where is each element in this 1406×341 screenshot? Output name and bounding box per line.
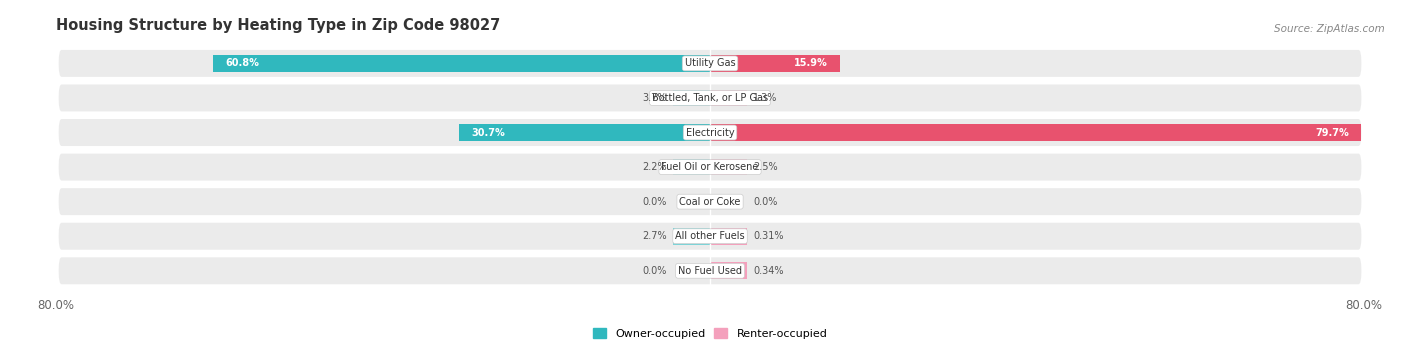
FancyBboxPatch shape: [59, 119, 1361, 146]
Bar: [460, 124, 710, 141]
Bar: [673, 159, 710, 175]
Bar: [710, 263, 747, 279]
Text: Fuel Oil or Kerosene: Fuel Oil or Kerosene: [661, 162, 759, 172]
FancyBboxPatch shape: [59, 50, 1361, 77]
Text: 2.7%: 2.7%: [643, 231, 666, 241]
Text: Utility Gas: Utility Gas: [685, 58, 735, 69]
Text: Electricity: Electricity: [686, 128, 734, 137]
Legend: Owner-occupied, Renter-occupied: Owner-occupied, Renter-occupied: [588, 324, 832, 341]
FancyBboxPatch shape: [59, 223, 1361, 250]
FancyBboxPatch shape: [59, 153, 1361, 181]
Text: 0.34%: 0.34%: [754, 266, 783, 276]
Bar: [710, 159, 747, 175]
Bar: [710, 55, 839, 72]
Text: 30.7%: 30.7%: [471, 128, 505, 137]
Text: Housing Structure by Heating Type in Zip Code 98027: Housing Structure by Heating Type in Zip…: [56, 18, 501, 33]
Text: 2.5%: 2.5%: [754, 162, 778, 172]
Bar: [673, 90, 710, 106]
Bar: [673, 228, 710, 244]
FancyBboxPatch shape: [59, 257, 1361, 284]
Text: All other Fuels: All other Fuels: [675, 231, 745, 241]
Text: Bottled, Tank, or LP Gas: Bottled, Tank, or LP Gas: [652, 93, 768, 103]
Text: 15.9%: 15.9%: [794, 58, 828, 69]
Text: 79.7%: 79.7%: [1316, 128, 1350, 137]
Text: Source: ZipAtlas.com: Source: ZipAtlas.com: [1274, 24, 1385, 34]
FancyBboxPatch shape: [59, 85, 1361, 112]
Bar: [214, 55, 710, 72]
Text: 0.0%: 0.0%: [643, 197, 666, 207]
Text: 1.3%: 1.3%: [754, 93, 778, 103]
FancyBboxPatch shape: [59, 188, 1361, 215]
Text: Coal or Coke: Coal or Coke: [679, 197, 741, 207]
Text: No Fuel Used: No Fuel Used: [678, 266, 742, 276]
Text: 0.0%: 0.0%: [754, 197, 778, 207]
Text: 0.0%: 0.0%: [643, 266, 666, 276]
Text: 0.31%: 0.31%: [754, 231, 783, 241]
Text: 2.2%: 2.2%: [643, 162, 666, 172]
Text: 3.7%: 3.7%: [643, 93, 666, 103]
Bar: [710, 124, 1361, 141]
Bar: [710, 90, 747, 106]
Text: 60.8%: 60.8%: [225, 58, 259, 69]
Bar: [710, 228, 747, 244]
